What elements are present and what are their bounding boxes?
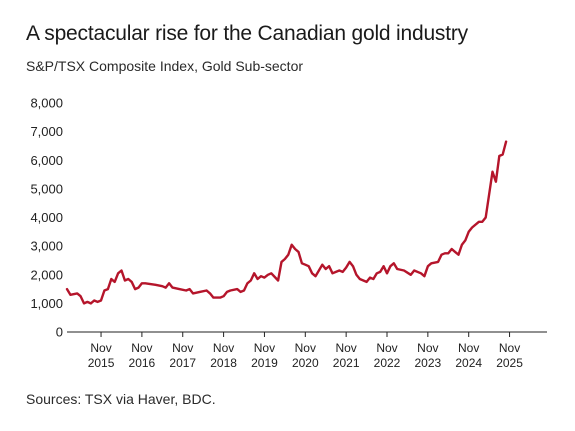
- x-tick-label-year: 2015: [88, 356, 115, 370]
- source-note: Sources: TSX via Haver, BDC.: [26, 391, 216, 407]
- x-tick-label-year: 2022: [374, 356, 401, 370]
- x-tick-label-year: 2024: [455, 356, 482, 370]
- x-tick-label-month: Nov: [254, 341, 275, 355]
- y-tick-label: 2,000: [30, 267, 63, 282]
- y-tick-label: 0: [56, 325, 63, 340]
- y-tick-label: 8,000: [30, 96, 63, 111]
- x-tick-label-month: Nov: [499, 341, 520, 355]
- x-tick-label-month: Nov: [90, 341, 111, 355]
- x-tick-label-month: Nov: [335, 341, 356, 355]
- y-axis-ticks: 0 1,000 2,000 3,000 4,000 5,000 6,000 7,000 8,00…: [30, 96, 63, 340]
- y-tick-label: 1,000: [30, 296, 63, 311]
- x-tick-label-month: Nov: [172, 341, 193, 355]
- x-tick-label-year: 2019: [251, 356, 278, 370]
- x-tick-label-year: 2017: [169, 356, 196, 370]
- x-tick-label-year: 2021: [333, 356, 360, 370]
- x-tick-label-year: 2025: [496, 356, 523, 370]
- x-tick-label-month: Nov: [458, 341, 479, 355]
- y-tick-label: 3,000: [30, 239, 63, 254]
- x-tick-label-year: 2016: [129, 356, 156, 370]
- series-line: [65, 140, 508, 305]
- x-tick-label-year: 2018: [210, 356, 237, 370]
- y-tick-label: 6,000: [30, 153, 63, 168]
- x-tick-label-month: Nov: [295, 341, 316, 355]
- x-axis-ticks: Nov2015Nov2016Nov2017Nov2018Nov2019Nov20…: [88, 332, 523, 370]
- x-tick-label-month: Nov: [213, 341, 234, 355]
- y-tick-label: 7,000: [30, 124, 63, 139]
- chart-subtitle: S&P/TSX Composite Index, Gold Sub-sector: [26, 58, 304, 74]
- chart-title: A spectacular rise for the Canadian gold…: [26, 22, 468, 45]
- y-tick-label: 5,000: [30, 181, 63, 196]
- x-tick-label-month: Nov: [131, 341, 152, 355]
- x-tick-label-month: Nov: [376, 341, 397, 355]
- y-tick-label: 4,000: [30, 210, 63, 225]
- x-tick-label-year: 2020: [292, 356, 319, 370]
- x-tick-label-month: Nov: [417, 341, 438, 355]
- x-tick-label-year: 2023: [414, 356, 441, 370]
